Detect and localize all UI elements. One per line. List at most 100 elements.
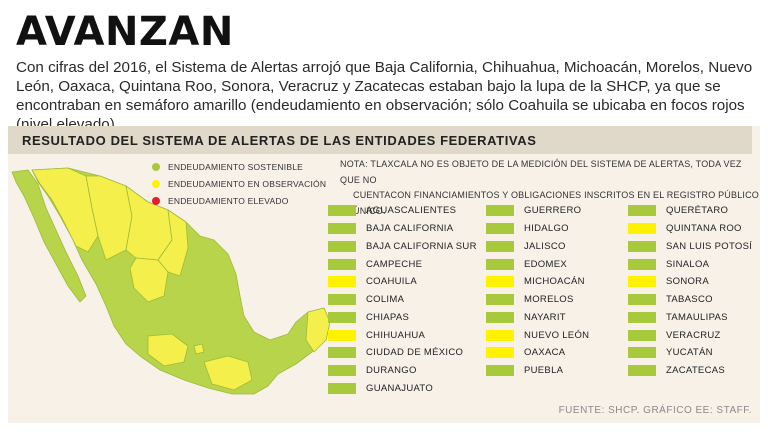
state-name: GUERRERO — [524, 205, 582, 217]
state-swatch — [628, 240, 656, 252]
states-column-2: GUERRERO HIDALGO JALISCO EDOMEX MICHOACÁN MOR… — [486, 202, 589, 380]
map-oaxaca — [203, 355, 253, 391]
state-row: PUEBLA — [486, 362, 589, 380]
state-row: CHIHUAHUA — [328, 326, 477, 344]
map-morelos — [193, 343, 205, 355]
state-swatch — [328, 223, 356, 235]
state-name: NAYARIT — [524, 311, 566, 323]
state-row: EDOMEX — [486, 255, 589, 273]
state-name: MORELOS — [524, 294, 574, 306]
legend-dot-red — [152, 196, 160, 205]
state-swatch — [486, 223, 514, 235]
state-name: DURANGO — [366, 365, 417, 377]
state-row: OAXACA — [486, 344, 589, 362]
state-swatch — [328, 347, 356, 359]
state-name: HIDALGO — [524, 223, 569, 235]
state-swatch — [486, 205, 514, 217]
state-name: QUINTANA ROO — [666, 223, 742, 235]
state-swatch — [628, 329, 656, 341]
state-swatch — [328, 240, 356, 252]
state-row: TABASCO — [628, 291, 752, 309]
state-row: MORELOS — [486, 291, 589, 309]
state-swatch — [628, 205, 656, 217]
legend-item-sostenible: ENDEUDAMIENTO SOSTENIBLE — [152, 158, 326, 175]
state-swatch — [328, 276, 356, 288]
state-swatch — [628, 347, 656, 359]
state-row: SINALOA — [628, 255, 752, 273]
state-row: VERACRUZ — [628, 326, 752, 344]
state-name: TABASCO — [666, 294, 713, 306]
source-credit: FUENTE: SHCP. GRÁFICO EE: STAFF. — [558, 405, 752, 416]
state-name: SINALOA — [666, 258, 710, 270]
state-name: JALISCO — [524, 240, 566, 252]
state-swatch — [486, 329, 514, 341]
state-swatch — [328, 205, 356, 217]
state-name: BAJA CALIFORNIA — [366, 223, 454, 235]
state-swatch — [486, 365, 514, 377]
legend-dot-green — [152, 162, 160, 171]
map-quintana-roo — [305, 307, 331, 353]
state-row: GUERRERO — [486, 202, 589, 220]
legend-dot-yellow — [152, 179, 160, 188]
state-swatch — [486, 276, 514, 288]
states-column-1: AGUASCALIENTES BAJA CALIFORNIA BAJA CALIFO… — [328, 202, 477, 397]
state-row: CIUDAD DE MÉXICO — [328, 344, 477, 362]
mexico-map — [11, 167, 331, 395]
legend-label: ENDEUDAMIENTO ELEVADO — [168, 195, 289, 206]
states-column-3: QUERÉTARO QUINTANA ROO SAN LUIS POTOSÍ SINA… — [628, 202, 752, 380]
state-row: NUEVO LEÓN — [486, 326, 589, 344]
state-name: OAXACA — [524, 347, 566, 359]
state-row: BAJA CALIFORNIA — [328, 220, 477, 238]
state-row: NAYARIT — [486, 309, 589, 327]
state-swatch — [328, 311, 356, 323]
state-row: QUERÉTARO — [628, 202, 752, 220]
state-swatch — [628, 258, 656, 270]
legend: ENDEUDAMIENTO SOSTENIBLE ENDEUDAMIENTO E… — [152, 158, 326, 209]
state-row: HIDALGO — [486, 220, 589, 238]
panel-title: RESULTADO DEL SISTEMA DE ALERTAS DE LAS … — [22, 133, 537, 148]
state-row: JALISCO — [486, 238, 589, 256]
state-row: GUANAJUATO — [328, 380, 477, 398]
map-nuevo-leon — [157, 209, 189, 277]
intro-paragraph: Con cifras del 2016, el Sistema de Alert… — [16, 59, 753, 133]
state-name: MICHOACÁN — [524, 276, 585, 288]
state-swatch — [328, 329, 356, 341]
state-row: ZACATECAS — [628, 362, 752, 380]
map-sonora — [31, 167, 99, 253]
legend-item-elevado: ENDEUDAMIENTO ELEVADO — [152, 192, 326, 209]
state-swatch — [486, 311, 514, 323]
state-name: CHIAPAS — [366, 311, 410, 323]
state-row: COLIMA — [328, 291, 477, 309]
state-swatch — [628, 294, 656, 306]
map-michoacan — [147, 333, 189, 367]
state-swatch — [486, 347, 514, 359]
state-row: AGUASCALIENTES — [328, 202, 477, 220]
state-name: VERACRUZ — [666, 329, 721, 341]
state-name: CIUDAD DE MÉXICO — [366, 347, 464, 359]
state-swatch — [486, 240, 514, 252]
state-name: CAMPECHE — [366, 258, 423, 270]
state-row: CHIAPAS — [328, 309, 477, 327]
state-row: COAHUILA — [328, 273, 477, 291]
state-name: PUEBLA — [524, 365, 564, 377]
legend-item-observacion: ENDEUDAMIENTO EN OBSERVACIÓN — [152, 175, 326, 192]
note-line-2: CUENTACON FINANCIAMIENTOS Y OBLIGACIONES… — [353, 190, 760, 216]
map-zacatecas — [129, 257, 169, 303]
state-swatch — [628, 365, 656, 377]
state-name: BAJA CALIFORNIA SUR — [366, 240, 477, 252]
state-swatch — [328, 365, 356, 377]
state-swatch — [328, 258, 356, 270]
legend-label: ENDEUDAMIENTO EN OBSERVACIÓN — [168, 178, 327, 189]
state-name: NUEVO LEÓN — [524, 329, 590, 341]
state-row: MICHOACÁN — [486, 273, 589, 291]
state-name: TAMAULIPAS — [666, 311, 728, 323]
state-swatch — [628, 276, 656, 288]
state-row: YUCATÁN — [628, 344, 752, 362]
state-swatch — [486, 294, 514, 306]
state-name: GUANAJUATO — [366, 382, 434, 394]
state-row: CAMPECHE — [328, 255, 477, 273]
state-row: BAJA CALIFORNIA SUR — [328, 238, 477, 256]
state-row: TAMAULIPAS — [628, 309, 752, 327]
headline: AVANZAN — [16, 9, 234, 55]
state-name: YUCATÁN — [666, 347, 713, 359]
